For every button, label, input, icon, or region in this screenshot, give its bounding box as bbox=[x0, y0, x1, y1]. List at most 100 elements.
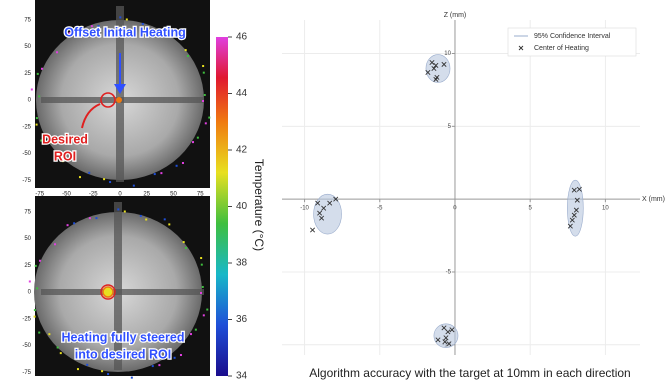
arrow-head bbox=[114, 84, 126, 94]
noise-speck bbox=[56, 51, 59, 54]
colorbar-tick-label: 38 bbox=[236, 258, 248, 269]
point bbox=[449, 327, 455, 333]
roi-circle bbox=[100, 92, 116, 108]
noise-speck bbox=[179, 354, 182, 357]
noise-speck bbox=[175, 164, 178, 167]
callout-arrow bbox=[81, 103, 101, 129]
point bbox=[567, 223, 573, 229]
point bbox=[441, 61, 447, 67]
point bbox=[571, 212, 577, 218]
callout-label: ROI bbox=[54, 149, 76, 163]
noise-speck bbox=[30, 88, 33, 91]
noise-speck bbox=[160, 172, 163, 175]
point bbox=[443, 335, 449, 341]
noise-speck bbox=[95, 217, 98, 220]
image-x-tick-label: -25 bbox=[89, 192, 98, 198]
image-x-tick-label: 50 bbox=[170, 192, 177, 198]
noise-speck bbox=[68, 32, 71, 35]
noise-speck bbox=[170, 31, 173, 34]
noise-speck bbox=[33, 315, 36, 318]
noise-speck bbox=[54, 243, 57, 246]
point bbox=[327, 200, 333, 206]
noise-speck bbox=[147, 26, 150, 29]
thermometry-panels: 75 50 25 0 -25 -50 -75 -75 -50 -25 0 25 50 75 Offset I… bbox=[22, 0, 266, 382]
noise-speck bbox=[119, 16, 122, 19]
colorbar-tick-label: 34 bbox=[236, 371, 248, 382]
point bbox=[441, 325, 447, 331]
point bbox=[433, 76, 439, 82]
noise-speck bbox=[75, 30, 78, 33]
colorbar-tick-label: 44 bbox=[236, 88, 248, 99]
image-y-tick-label: 0 bbox=[28, 290, 32, 296]
noise-speck bbox=[200, 257, 203, 260]
noise-speck bbox=[59, 352, 62, 355]
caption: Algorithm accuracy with the target at 10… bbox=[309, 366, 630, 380]
image-y-tick-label: 75 bbox=[24, 209, 31, 215]
image-y-tick-label: 0 bbox=[28, 98, 32, 104]
legend-box bbox=[507, 27, 637, 57]
noise-speck bbox=[35, 117, 38, 120]
noise-speck bbox=[76, 368, 79, 371]
point bbox=[445, 329, 451, 335]
heat-spot bbox=[102, 286, 114, 298]
image-x-tick-label: 25 bbox=[143, 192, 150, 198]
y-tick-label: 10 bbox=[444, 51, 451, 57]
image-crossbar-v bbox=[114, 202, 122, 370]
noise-speck bbox=[34, 264, 37, 267]
noise-speck bbox=[61, 160, 64, 163]
noise-speck bbox=[173, 356, 176, 359]
noise-speck bbox=[109, 181, 112, 184]
point bbox=[569, 217, 575, 223]
point bbox=[431, 65, 437, 72]
point bbox=[425, 69, 431, 75]
noise-speck bbox=[204, 122, 207, 125]
noise-speck bbox=[35, 123, 38, 126]
image-y-tick-label: -75 bbox=[22, 370, 31, 376]
noise-speck bbox=[139, 214, 142, 217]
colorbar bbox=[216, 37, 228, 376]
noise-speck bbox=[202, 100, 204, 102]
colorbar-tick-label: 36 bbox=[236, 314, 248, 325]
x-tick-label: -10 bbox=[300, 206, 309, 212]
noise-speck bbox=[190, 333, 193, 336]
noise-speck bbox=[163, 218, 166, 221]
noise-speck bbox=[130, 376, 133, 379]
point bbox=[576, 186, 582, 192]
image-y-tick-label: 50 bbox=[24, 236, 31, 242]
noise-speck bbox=[36, 287, 39, 290]
noise-speck bbox=[182, 241, 185, 244]
panel-label: into desired ROI bbox=[75, 347, 172, 361]
noise-speck bbox=[38, 95, 41, 98]
heat-spot bbox=[116, 97, 122, 103]
noise-speck bbox=[184, 246, 187, 249]
point bbox=[571, 187, 577, 193]
noise-speck bbox=[117, 208, 120, 211]
noise-speck bbox=[192, 141, 195, 144]
image-x-tick-label: -75 bbox=[35, 192, 44, 198]
x-tick-label: -5 bbox=[377, 206, 383, 212]
confidence-ellipse bbox=[313, 193, 342, 235]
colorbar-tick-label: 40 bbox=[236, 201, 248, 212]
noise-speck bbox=[90, 25, 93, 28]
point bbox=[574, 197, 580, 203]
image-x-tick-label: 0 bbox=[118, 192, 122, 198]
image-y-tick-label: -25 bbox=[22, 316, 31, 322]
noise-speck bbox=[184, 49, 187, 52]
image-y-tick-label: -75 bbox=[22, 178, 31, 184]
noise-speck bbox=[202, 314, 205, 317]
noise-speck bbox=[28, 280, 31, 283]
noise-speck bbox=[153, 173, 156, 176]
noise-speck bbox=[181, 162, 184, 165]
x-axis-label: X (mm) bbox=[642, 196, 665, 203]
point bbox=[433, 62, 439, 68]
noise-speck bbox=[123, 210, 126, 213]
point bbox=[442, 339, 448, 345]
noise-speck bbox=[38, 331, 41, 334]
image-crossbar-h bbox=[41, 289, 204, 295]
noise-speck bbox=[50, 141, 53, 144]
noise-speck bbox=[141, 22, 144, 25]
noise-speck bbox=[107, 373, 110, 376]
image-y-tick-label: -50 bbox=[22, 151, 31, 157]
point bbox=[333, 196, 339, 202]
